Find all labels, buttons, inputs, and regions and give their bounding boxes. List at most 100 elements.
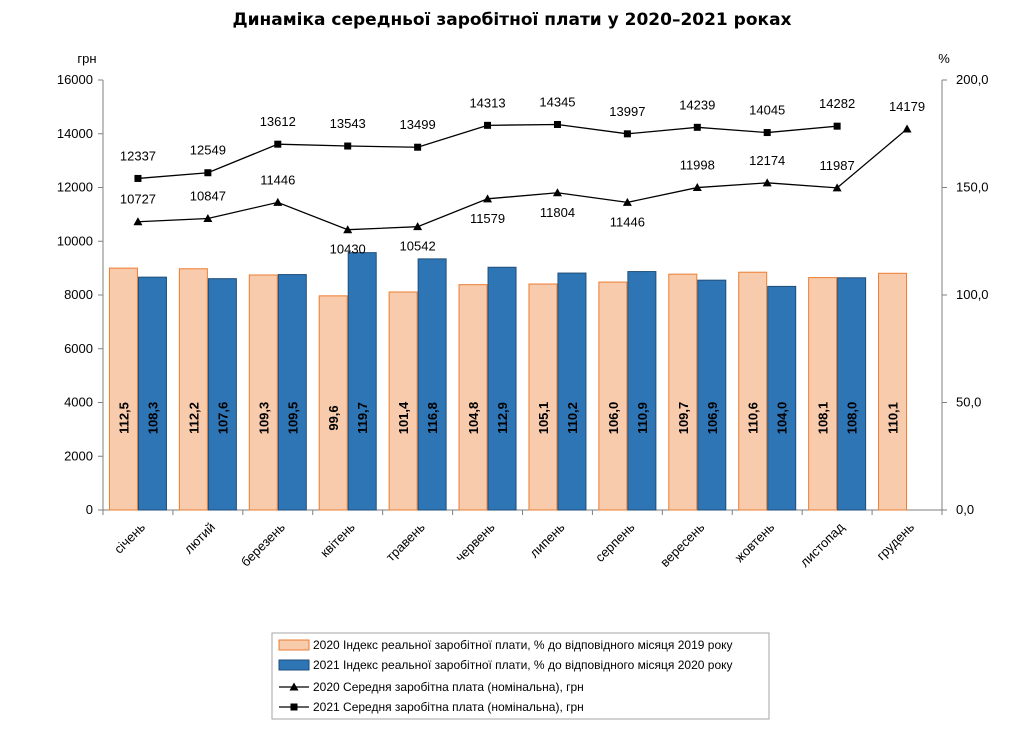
x-category-label: лютий xyxy=(181,520,218,557)
marker-2020 xyxy=(133,217,143,226)
bar-2020 xyxy=(248,274,278,511)
bar-label-2020: 104,8 xyxy=(466,402,481,435)
bar-2020 xyxy=(318,295,348,511)
legend-box xyxy=(271,632,770,720)
bar-2020 xyxy=(878,272,908,511)
bar-2021 xyxy=(347,252,377,511)
bar-2021 xyxy=(697,279,727,511)
legend-item: 2021 Індекс реальної заробітної плати, %… xyxy=(313,658,733,672)
x-category-label: січень xyxy=(111,519,148,556)
bar-label-2020: 99,6 xyxy=(326,405,341,430)
bar-2020 xyxy=(808,277,838,511)
line-label-2020: 10542 xyxy=(400,239,436,254)
line-label-2020: 11446 xyxy=(610,214,645,229)
marker-2020 xyxy=(273,197,283,206)
bar-label-2021: 107,6 xyxy=(215,402,230,435)
data-labels: 112,5 112,2 109,3 99,6 101,4 104,8 105,1 106,0 1… xyxy=(116,94,925,434)
left-tick-label: 6000 xyxy=(64,341,93,356)
marker-2021 xyxy=(134,174,142,182)
line-label-2021: 13543 xyxy=(330,116,366,131)
bar-2021 xyxy=(837,277,867,511)
line-label-2020: 11579 xyxy=(470,211,505,226)
legend-swatch-2021 xyxy=(278,659,310,671)
line-label-2020: 10727 xyxy=(120,192,156,207)
bar-label-2021: 109,5 xyxy=(285,402,300,435)
line-label-2020: 11446 xyxy=(260,172,295,187)
marker-2021 xyxy=(763,129,771,137)
line-label-2020: 11804 xyxy=(540,205,575,220)
marker-2021 xyxy=(693,123,701,131)
marker-2020 xyxy=(762,178,772,187)
bar-2021 xyxy=(417,258,447,511)
legend-triangle-marker xyxy=(289,682,299,691)
x-category-label: березень xyxy=(238,519,288,569)
line-label-2020: 10430 xyxy=(330,242,366,257)
marker-2020 xyxy=(483,194,493,203)
bar-2021 xyxy=(627,271,657,511)
line-label-2021: 14345 xyxy=(539,94,575,109)
bar-label-2020: 109,3 xyxy=(256,402,271,435)
legend: 2020 Індекс реальної заробітної плати, %… xyxy=(271,632,770,720)
line-label-2020: 14179 xyxy=(889,99,925,114)
x-category-label: грудень xyxy=(874,519,918,563)
x-category-label: червень xyxy=(452,519,498,565)
bar-2020 xyxy=(458,284,488,511)
bar-2020 xyxy=(668,273,698,511)
bar-2020 xyxy=(598,281,628,511)
right-tick-label: 200,0 xyxy=(956,72,989,87)
left-tick-label: 2000 xyxy=(64,448,93,463)
bar-label-2021: 116,8 xyxy=(425,402,440,434)
marker-2020 xyxy=(413,222,423,231)
bar-label-2020: 110,6 xyxy=(746,402,761,434)
legend-item: 2021 Середня заробітна плата (номінальна… xyxy=(313,700,584,714)
bar-label-2020: 108,1 xyxy=(816,402,831,435)
bar-label-2020: 106,0 xyxy=(606,402,621,435)
bar-label-2020: 112,5 xyxy=(116,402,131,434)
marker-2021 xyxy=(484,121,492,129)
legend-item: 2020 Середня заробітна плата (номінальна… xyxy=(313,680,584,694)
line-label-2021: 14313 xyxy=(469,95,505,110)
bar-label-2021: 108,0 xyxy=(845,402,860,435)
left-tick-label: 14000 xyxy=(57,126,93,141)
x-category-label: травень xyxy=(383,519,428,564)
left-tick-label: 16000 xyxy=(57,72,93,87)
marker-2020 xyxy=(203,213,213,222)
bar-2020 xyxy=(528,283,558,511)
left-tick-label: 10000 xyxy=(57,233,93,248)
x-category-label: жовтень xyxy=(732,519,778,565)
marker-2021 xyxy=(204,169,212,177)
bars xyxy=(108,252,908,511)
chart-title: Динаміка середньої заробітної плати у 20… xyxy=(232,10,791,30)
line-label-2021: 13612 xyxy=(260,114,296,129)
marker-2021 xyxy=(274,140,282,148)
left-tick-label: 12000 xyxy=(57,180,93,195)
bar-2020 xyxy=(178,268,208,511)
marker-2021 xyxy=(833,122,841,130)
x-category-label: липень xyxy=(527,519,568,560)
line-label-2021: 12549 xyxy=(190,143,226,158)
legend-swatch-2020 xyxy=(278,639,310,651)
bar-2020 xyxy=(388,291,418,511)
bar-2021 xyxy=(487,266,517,511)
bar-2021 xyxy=(137,276,167,511)
bar-label-2021: 110,9 xyxy=(635,402,650,434)
x-category-label: вересень xyxy=(657,519,707,569)
line-label-2021: 13997 xyxy=(609,104,645,119)
x-category-label: листопад xyxy=(797,519,848,570)
marker-2021 xyxy=(623,130,631,138)
bar-label-2020: 105,1 xyxy=(536,402,551,435)
bar-label-2021: 112,9 xyxy=(495,402,510,434)
line-label-2020: 11987 xyxy=(820,158,855,173)
line-label-2021: 13499 xyxy=(400,117,436,132)
bar-2021 xyxy=(277,274,307,511)
right-tick-label: 50,0 xyxy=(956,395,981,410)
line-label-2020: 11998 xyxy=(680,158,715,173)
bar-label-2020: 101,4 xyxy=(396,401,411,434)
marker-2020 xyxy=(902,124,912,133)
left-axis-unit: грн xyxy=(77,51,96,66)
bar-label-2021: 110,2 xyxy=(565,402,580,434)
line-2020 xyxy=(137,128,908,231)
line-label-2020: 10847 xyxy=(190,188,226,203)
marker-2020 xyxy=(622,197,632,206)
right-tick-label: 150,0 xyxy=(956,180,989,195)
